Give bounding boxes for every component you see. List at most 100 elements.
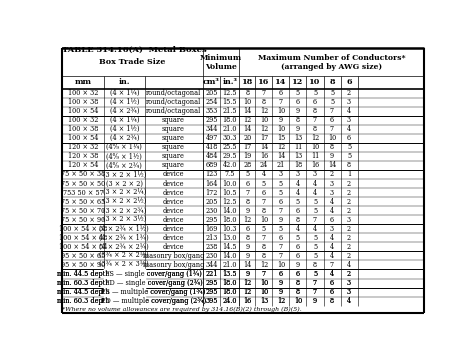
- Text: 9: 9: [296, 125, 300, 133]
- Text: 6: 6: [296, 98, 300, 106]
- Text: 8: 8: [262, 207, 266, 215]
- Text: 8: 8: [296, 279, 300, 287]
- Text: 4: 4: [347, 261, 351, 269]
- Text: 2: 2: [347, 234, 351, 242]
- Text: 8: 8: [296, 279, 300, 287]
- Text: 5: 5: [313, 197, 317, 206]
- Text: 395: 395: [205, 297, 218, 305]
- Text: 14.5: 14.5: [222, 243, 237, 251]
- Text: 14: 14: [243, 261, 251, 269]
- Text: 9: 9: [313, 297, 317, 305]
- Text: 10: 10: [310, 78, 320, 87]
- Text: 6: 6: [279, 270, 283, 278]
- Text: 18.0: 18.0: [222, 288, 237, 296]
- Text: 10: 10: [260, 279, 268, 287]
- Text: 100 × 54: 100 × 54: [68, 134, 98, 142]
- Text: 2: 2: [330, 171, 334, 178]
- Text: 4: 4: [296, 188, 300, 197]
- Text: square: square: [162, 116, 185, 124]
- Text: round/octagonal: round/octagonal: [146, 89, 201, 97]
- Text: 21: 21: [277, 162, 285, 169]
- Text: 9: 9: [279, 279, 283, 287]
- Text: 5: 5: [296, 89, 300, 97]
- Text: 5: 5: [296, 197, 300, 206]
- Text: 8: 8: [245, 89, 249, 97]
- Text: 6: 6: [330, 288, 334, 296]
- Text: 9: 9: [313, 297, 317, 305]
- Text: 2: 2: [347, 180, 351, 187]
- Text: (4⁶⁄₉ × 1¼): (4⁶⁄₉ × 1¼): [106, 143, 142, 151]
- Text: Box Trade Size: Box Trade Size: [99, 58, 165, 66]
- Text: 7: 7: [313, 288, 317, 296]
- Text: 12: 12: [277, 297, 285, 305]
- Text: 10: 10: [243, 98, 251, 106]
- Text: 12: 12: [260, 107, 268, 115]
- Text: 8: 8: [330, 297, 334, 305]
- Text: 7: 7: [262, 234, 266, 242]
- Text: 172: 172: [205, 188, 218, 197]
- Text: 4: 4: [313, 225, 317, 233]
- Text: 12: 12: [243, 116, 251, 124]
- Text: min. 44.5 depth: min. 44.5 depth: [56, 288, 109, 296]
- Text: 6: 6: [330, 216, 334, 224]
- Text: 6: 6: [279, 234, 283, 242]
- Text: 9: 9: [245, 270, 249, 278]
- Text: 4: 4: [330, 252, 334, 260]
- Text: *Where no volume allowances are required by 314.16(B)(2) through (B)(5).: *Where no volume allowances are required…: [62, 307, 301, 312]
- Text: 14: 14: [243, 125, 251, 133]
- Text: 5: 5: [279, 188, 283, 197]
- Text: 9: 9: [296, 261, 300, 269]
- Text: 21.0: 21.0: [222, 261, 237, 269]
- Text: 3: 3: [279, 171, 283, 178]
- Text: FD — multiple cover/gang (2¾): FD — multiple cover/gang (2¾): [101, 297, 206, 305]
- Text: 7: 7: [330, 125, 334, 133]
- Text: 2: 2: [347, 197, 351, 206]
- Text: device: device: [163, 207, 184, 215]
- Text: 6: 6: [279, 270, 283, 278]
- Text: 295: 295: [205, 288, 218, 296]
- Text: 5: 5: [313, 234, 317, 242]
- Text: 5: 5: [245, 171, 249, 178]
- Text: 11: 11: [311, 152, 319, 160]
- Text: 10: 10: [311, 143, 319, 151]
- Text: 12.5: 12.5: [222, 197, 237, 206]
- Text: 7: 7: [313, 279, 317, 287]
- Text: 3: 3: [347, 288, 351, 296]
- Text: 7: 7: [313, 288, 317, 296]
- Text: 6: 6: [279, 89, 283, 97]
- Text: 100 × 54: 100 × 54: [68, 107, 98, 115]
- Text: 2: 2: [347, 243, 351, 251]
- Text: 9: 9: [245, 270, 249, 278]
- Text: 4: 4: [262, 171, 266, 178]
- Text: 3: 3: [347, 279, 351, 287]
- Text: 13: 13: [260, 297, 268, 305]
- Text: (4 × 1¼): (4 × 1¼): [109, 89, 139, 97]
- Text: 3: 3: [313, 171, 317, 178]
- Text: 7: 7: [262, 270, 266, 278]
- Text: 2: 2: [347, 89, 351, 97]
- Text: 5: 5: [279, 225, 283, 233]
- Text: 6: 6: [330, 116, 334, 124]
- Text: 17: 17: [260, 134, 268, 142]
- Text: 10: 10: [260, 216, 268, 224]
- Text: 4: 4: [347, 297, 351, 305]
- Text: 16: 16: [243, 297, 251, 305]
- Text: 1: 1: [347, 171, 351, 178]
- Text: square: square: [162, 152, 185, 160]
- Text: 8: 8: [245, 197, 249, 206]
- Text: 10.0: 10.0: [222, 180, 237, 187]
- Text: 30.3: 30.3: [222, 134, 237, 142]
- Text: 2: 2: [347, 270, 351, 278]
- Text: 12: 12: [260, 261, 268, 269]
- Text: 25.5: 25.5: [222, 143, 237, 151]
- Text: 12.5: 12.5: [222, 89, 237, 97]
- Text: 12: 12: [277, 143, 285, 151]
- Text: 205: 205: [205, 197, 218, 206]
- Text: 100 × 54 × 38: 100 × 54 × 38: [59, 225, 107, 233]
- Text: 2: 2: [347, 270, 351, 278]
- Text: 10: 10: [260, 288, 268, 296]
- Text: 238: 238: [205, 243, 218, 251]
- Text: 6: 6: [347, 134, 351, 142]
- Text: 100 × 38: 100 × 38: [68, 125, 98, 133]
- Text: 14: 14: [275, 78, 287, 87]
